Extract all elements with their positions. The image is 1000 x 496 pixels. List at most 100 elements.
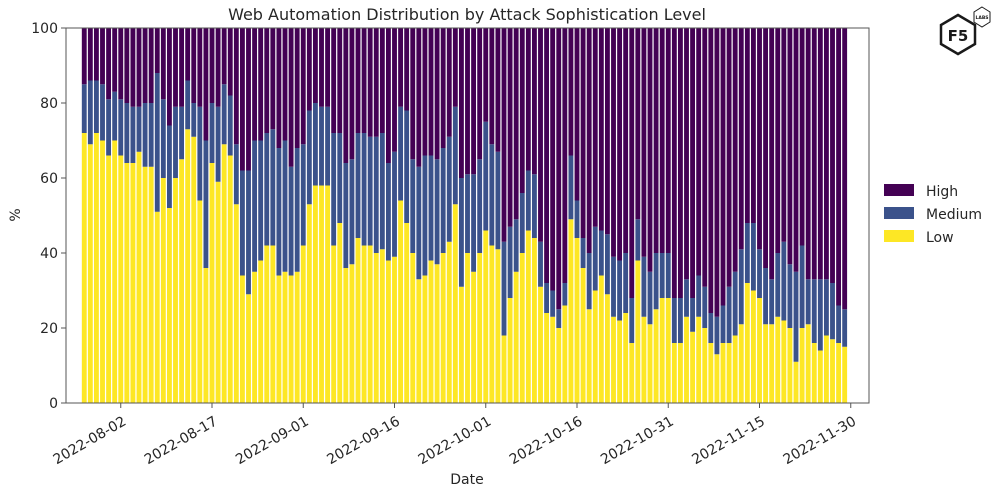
bar-medium bbox=[629, 298, 635, 343]
bar-high bbox=[787, 28, 793, 265]
bar-medium bbox=[495, 151, 501, 250]
bar-high bbox=[233, 28, 239, 145]
bar-low bbox=[665, 298, 671, 403]
bar-high bbox=[160, 28, 166, 100]
bar-low bbox=[392, 256, 397, 403]
bar-medium bbox=[617, 260, 623, 321]
bar-low bbox=[823, 335, 829, 403]
bar-low bbox=[410, 253, 416, 403]
bar-high bbox=[775, 28, 781, 253]
bar-medium bbox=[677, 298, 683, 343]
bar-high bbox=[738, 28, 744, 250]
bar-medium bbox=[544, 283, 550, 313]
bar-low bbox=[495, 249, 501, 403]
bar-high bbox=[538, 28, 543, 242]
bar-high bbox=[112, 28, 118, 92]
bar-medium bbox=[750, 223, 756, 291]
bar-high bbox=[166, 28, 172, 126]
bar-high bbox=[550, 28, 556, 291]
bar-high bbox=[781, 28, 787, 242]
bar-low bbox=[227, 155, 233, 403]
bar-medium bbox=[732, 271, 738, 336]
x-axis-label: Date bbox=[450, 472, 483, 488]
bar-low bbox=[550, 316, 556, 403]
bar-medium bbox=[100, 84, 105, 141]
bar-high bbox=[434, 28, 440, 160]
y-tick-label: 20 bbox=[40, 321, 58, 337]
bar-high bbox=[483, 28, 489, 122]
bar-medium bbox=[258, 140, 264, 261]
bar-high bbox=[118, 28, 124, 100]
bar-high bbox=[458, 28, 464, 178]
bar-high bbox=[580, 28, 586, 238]
bar-low bbox=[568, 219, 574, 403]
bar-high bbox=[209, 28, 215, 103]
bar-low bbox=[203, 268, 209, 403]
bar-medium bbox=[458, 178, 464, 287]
bar-medium bbox=[817, 279, 823, 351]
bar-low bbox=[355, 238, 361, 403]
bar-high bbox=[617, 28, 623, 261]
bar-medium bbox=[434, 159, 440, 265]
bar-medium bbox=[410, 159, 416, 253]
bar-medium bbox=[112, 91, 118, 141]
bar-medium bbox=[580, 238, 586, 268]
bar-medium bbox=[696, 275, 702, 317]
bar-medium bbox=[598, 230, 604, 276]
bar-low bbox=[714, 354, 720, 403]
bar-medium bbox=[142, 103, 148, 167]
bar-high bbox=[410, 28, 416, 160]
bar-medium bbox=[568, 155, 574, 220]
bar-medium bbox=[81, 84, 87, 133]
bar-low bbox=[373, 253, 379, 403]
bar-medium bbox=[465, 174, 470, 253]
bar-medium bbox=[106, 99, 112, 156]
bar-low bbox=[130, 163, 136, 403]
bar-medium bbox=[757, 249, 762, 298]
bar-medium bbox=[781, 241, 787, 321]
bar-medium bbox=[702, 286, 708, 328]
bar-high bbox=[252, 28, 258, 141]
bar-high bbox=[702, 28, 708, 287]
bar-low bbox=[507, 298, 513, 403]
bar-high bbox=[276, 28, 282, 148]
bar-medium bbox=[550, 290, 556, 317]
y-tick-label: 0 bbox=[49, 396, 58, 412]
bar-medium bbox=[270, 129, 276, 246]
bar-low bbox=[452, 204, 458, 403]
bar-medium bbox=[787, 264, 793, 328]
bar-medium bbox=[805, 279, 811, 325]
bar-low bbox=[118, 155, 124, 403]
bar-medium bbox=[659, 253, 665, 298]
bar-low bbox=[428, 260, 434, 403]
bar-low bbox=[671, 343, 677, 403]
bar-high bbox=[525, 28, 531, 171]
bar-high bbox=[306, 28, 312, 111]
bar-medium bbox=[823, 279, 829, 336]
bar-high bbox=[562, 28, 568, 283]
legend-label-low: Low bbox=[926, 230, 954, 246]
bar-low bbox=[763, 324, 769, 403]
bar-high bbox=[489, 28, 495, 145]
bar-high bbox=[416, 28, 422, 167]
bar-medium bbox=[179, 106, 185, 160]
bar-high bbox=[428, 28, 434, 156]
bar-medium bbox=[154, 73, 160, 212]
bar-medium bbox=[203, 140, 209, 268]
bar-low bbox=[787, 328, 793, 403]
bar-low bbox=[611, 316, 616, 403]
bar-medium bbox=[300, 144, 306, 246]
bar-low bbox=[367, 245, 373, 403]
bar-high bbox=[398, 28, 404, 107]
bar-high bbox=[270, 28, 276, 130]
bar-medium bbox=[647, 271, 653, 325]
bar-low bbox=[817, 350, 823, 403]
legend-swatch-low bbox=[884, 230, 914, 242]
bar-low bbox=[477, 253, 483, 403]
bar-low bbox=[233, 204, 239, 403]
bar-low bbox=[811, 343, 817, 403]
bar-low bbox=[525, 230, 531, 403]
bar-medium bbox=[361, 133, 367, 246]
bar-low bbox=[836, 343, 842, 403]
bar-low bbox=[276, 275, 282, 403]
